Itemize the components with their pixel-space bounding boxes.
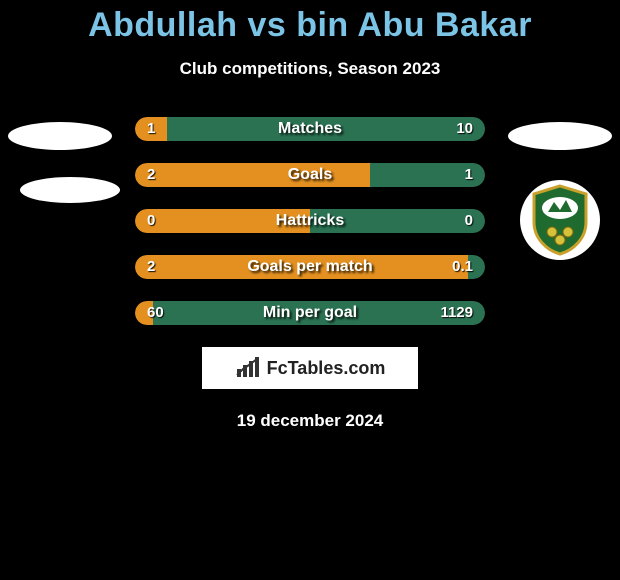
player-left-photo-placeholder bbox=[8, 122, 112, 150]
shield-icon bbox=[528, 184, 592, 256]
watermark: FcTables.com bbox=[202, 347, 418, 389]
player-left-crest-placeholder bbox=[20, 177, 120, 203]
stat-row: 00Hattricks bbox=[135, 209, 485, 233]
stat-label: Goals per match bbox=[135, 255, 485, 279]
stat-row: 110Matches bbox=[135, 117, 485, 141]
stat-label: Goals bbox=[135, 163, 485, 187]
subtitle: Club competitions, Season 2023 bbox=[0, 59, 620, 79]
player-right-crest bbox=[520, 180, 600, 260]
stat-label: Min per goal bbox=[135, 301, 485, 325]
title-vs: vs bbox=[238, 6, 297, 44]
stat-label: Matches bbox=[135, 117, 485, 141]
date: 19 december 2024 bbox=[0, 411, 620, 431]
page-title: Abdullah vs bin Abu Bakar bbox=[0, 0, 620, 45]
title-player-right: bin Abu Bakar bbox=[296, 6, 532, 44]
watermark-text: FcTables.com bbox=[267, 358, 386, 379]
title-player-left: Abdullah bbox=[88, 6, 237, 44]
stat-row: 601129Min per goal bbox=[135, 301, 485, 325]
bar-chart-icon bbox=[235, 357, 261, 379]
stat-row: 21Goals bbox=[135, 163, 485, 187]
stat-label: Hattricks bbox=[135, 209, 485, 233]
comparison-bars: 110Matches 21Goals 00Hattricks 20.1Goals pe… bbox=[135, 117, 485, 325]
player-right-photo-placeholder bbox=[508, 122, 612, 150]
stat-row: 20.1Goals per match bbox=[135, 255, 485, 279]
